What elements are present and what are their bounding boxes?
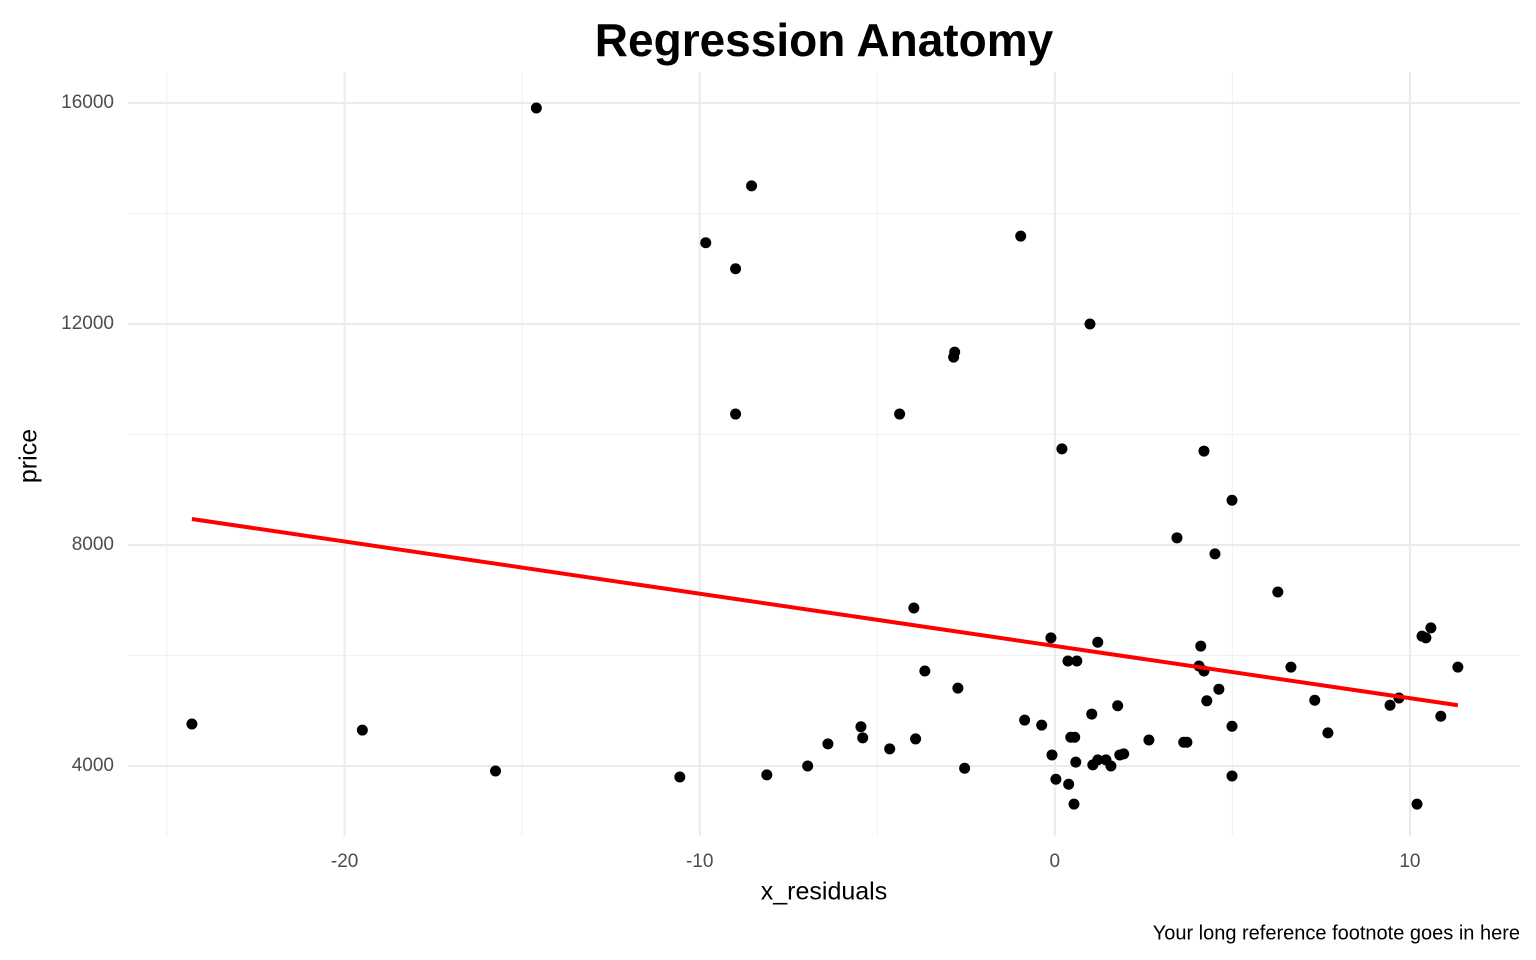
point	[1084, 318, 1096, 330]
y-axis-label: price	[15, 429, 43, 483]
point	[186, 718, 198, 730]
point	[1198, 445, 1210, 457]
point	[1019, 714, 1031, 726]
footnote: Your long reference footnote goes in her…	[1153, 922, 1520, 944]
point	[1062, 655, 1074, 667]
y-tick-label: 4000	[72, 755, 114, 776]
point	[746, 180, 758, 192]
point	[1213, 683, 1225, 695]
point	[1195, 640, 1207, 652]
point	[1092, 636, 1104, 648]
point	[1071, 655, 1083, 667]
point	[1143, 734, 1155, 746]
point	[952, 682, 964, 694]
point	[1105, 760, 1117, 772]
y-tick-label: 12000	[61, 313, 114, 334]
y-tick-label: 16000	[61, 92, 114, 113]
point	[1063, 778, 1075, 790]
point	[802, 760, 814, 772]
x-tick-label: -10	[686, 851, 713, 872]
point	[949, 346, 961, 358]
point	[1425, 622, 1437, 634]
point	[1452, 661, 1464, 673]
point	[908, 602, 920, 614]
point	[1201, 695, 1213, 707]
point	[674, 771, 686, 783]
point	[1118, 748, 1130, 760]
point	[1226, 494, 1238, 506]
point	[1086, 708, 1098, 720]
point	[1226, 770, 1238, 782]
point	[1050, 773, 1062, 785]
point	[919, 665, 931, 677]
point	[1056, 443, 1068, 455]
point	[530, 102, 542, 114]
x-tick-label: 0	[1050, 851, 1061, 872]
point	[1069, 731, 1081, 743]
point	[761, 769, 773, 781]
point	[1045, 632, 1057, 644]
point	[959, 762, 971, 774]
point	[730, 408, 742, 420]
x-tick-label: 10	[1399, 851, 1420, 872]
x-axis-label: x_residuals	[761, 878, 887, 906]
point	[910, 733, 922, 745]
y-tick-label: 8000	[72, 534, 114, 555]
point	[1181, 736, 1193, 748]
point	[855, 721, 867, 733]
point	[700, 237, 712, 249]
point	[1015, 230, 1027, 242]
regression-line	[191, 517, 1459, 708]
x-tick-label: -20	[331, 851, 358, 872]
point	[1171, 532, 1183, 544]
point	[1046, 749, 1058, 761]
point	[1420, 632, 1432, 644]
point	[730, 263, 742, 275]
point	[1092, 754, 1104, 766]
point	[1285, 661, 1297, 673]
point	[857, 732, 869, 744]
point	[1309, 694, 1321, 706]
point	[1209, 548, 1221, 560]
point	[1322, 727, 1334, 739]
point	[1435, 710, 1447, 722]
point	[490, 765, 502, 777]
point	[822, 738, 834, 750]
point	[1036, 719, 1048, 731]
point	[1112, 700, 1124, 712]
point	[884, 743, 896, 755]
point	[1070, 756, 1082, 768]
point	[1384, 699, 1396, 711]
point	[1272, 586, 1284, 598]
point	[894, 408, 906, 420]
point	[356, 724, 368, 736]
point	[1068, 798, 1080, 810]
point	[1411, 798, 1423, 810]
chart-title: Regression Anatomy	[595, 14, 1054, 66]
point	[1226, 720, 1238, 732]
